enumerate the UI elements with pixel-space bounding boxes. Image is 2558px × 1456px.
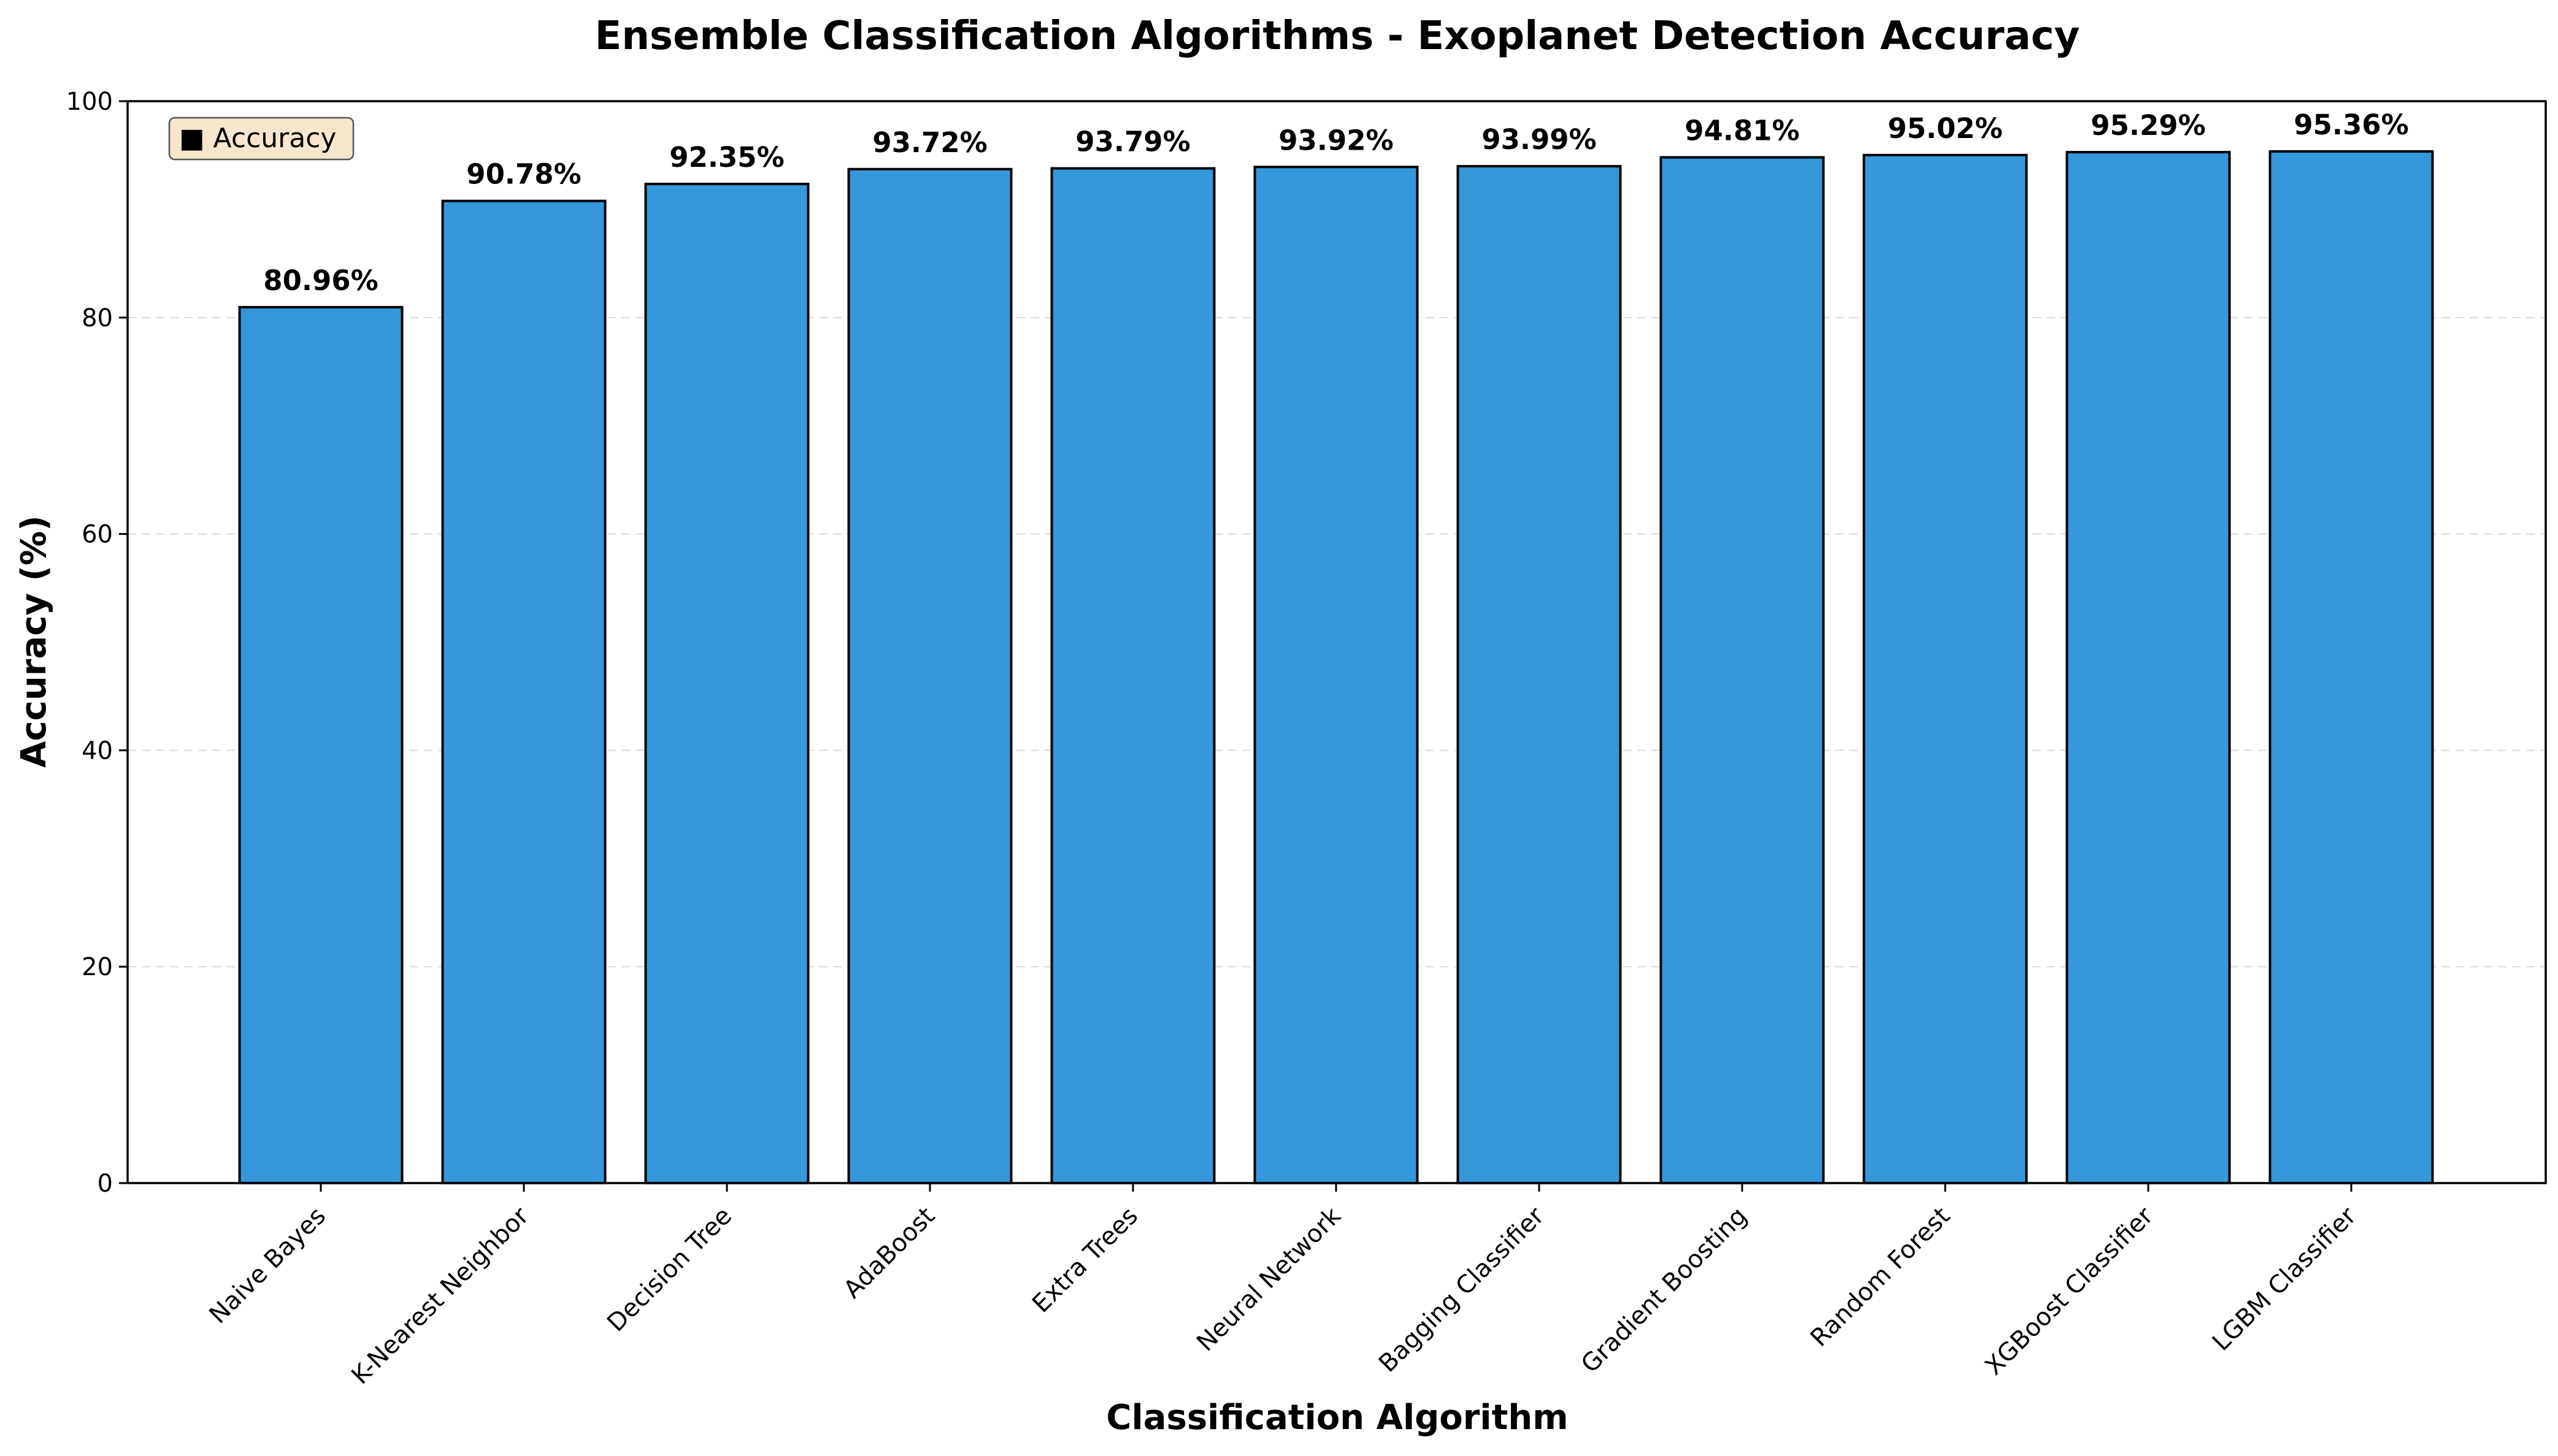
y-tick-label: 0	[98, 1170, 113, 1198]
value-label: 95.36%	[2294, 109, 2408, 141]
x-tick-label: XGBoost Classifier	[1980, 1201, 2159, 1381]
legend-label: ■ Accuracy	[179, 123, 336, 154]
bar	[1862, 153, 2028, 1185]
x-tick-label: Neural Network	[1191, 1201, 1347, 1357]
bar	[644, 182, 810, 1184]
x-ticks: Naive Bayes K-Nearest Neighbor Decision Tr…	[204, 1183, 2362, 1390]
value-label: 95.29%	[2091, 109, 2205, 142]
x-tick-label: K-Nearest Neighbor	[346, 1201, 534, 1390]
value-label: 95.02%	[1888, 112, 2002, 145]
x-tick-label: Gradient Boosting	[1576, 1202, 1753, 1379]
y-tick-label: 40	[82, 737, 113, 765]
bar	[2065, 151, 2231, 1185]
chart-title: Ensemble Classification Algorithms - Exo…	[595, 13, 2080, 59]
y-axis-label: Accuracy (%)	[14, 515, 54, 768]
x-tick-label: Bagging Classifier	[1373, 1201, 1550, 1377]
bar	[1050, 167, 1216, 1184]
legend-box	[168, 117, 355, 161]
bar	[2268, 150, 2434, 1184]
value-label: 93.79%	[1075, 126, 1190, 158]
bar	[238, 305, 404, 1184]
bar	[441, 199, 607, 1185]
x-tick-label: Extra Trees	[1027, 1202, 1143, 1319]
legend: ■ Accuracy	[168, 117, 355, 161]
y-tick-label: 100	[66, 88, 113, 116]
value-label: 92.35%	[669, 141, 784, 174]
x-axis-label: Classification Algorithm	[1106, 1398, 1568, 1438]
bar	[847, 167, 1013, 1185]
value-label: 93.92%	[1278, 124, 1393, 156]
value-label: 94.81%	[1684, 115, 1799, 147]
value-label: 80.96%	[263, 264, 378, 297]
value-label: 93.72%	[872, 126, 987, 159]
bars	[238, 150, 2434, 1185]
x-tick-label: Naive Bayes	[204, 1202, 331, 1330]
x-tick-label: Random Forest	[1805, 1202, 1956, 1352]
x-tick-label: AdaBoost	[839, 1202, 941, 1305]
bar	[1456, 165, 1622, 1185]
bar	[1253, 166, 1419, 1184]
bar	[1659, 156, 1825, 1184]
y-ticks: 0 20 40 60 80 100	[66, 88, 128, 1198]
value-label: 90.78%	[466, 158, 581, 191]
x-tick-label: Decision Tree	[602, 1202, 737, 1338]
y-tick-label: 80	[82, 304, 113, 332]
y-tick-label: 20	[82, 953, 113, 981]
y-tick-label: 60	[82, 521, 113, 549]
value-label: 93.99%	[1481, 123, 1596, 156]
value-labels: 80.96% 90.78% 92.35% 93.72% 93.79% 93.92% 93.9…	[263, 109, 2408, 297]
x-tick-label: LGBM Classifier	[2207, 1201, 2362, 1357]
